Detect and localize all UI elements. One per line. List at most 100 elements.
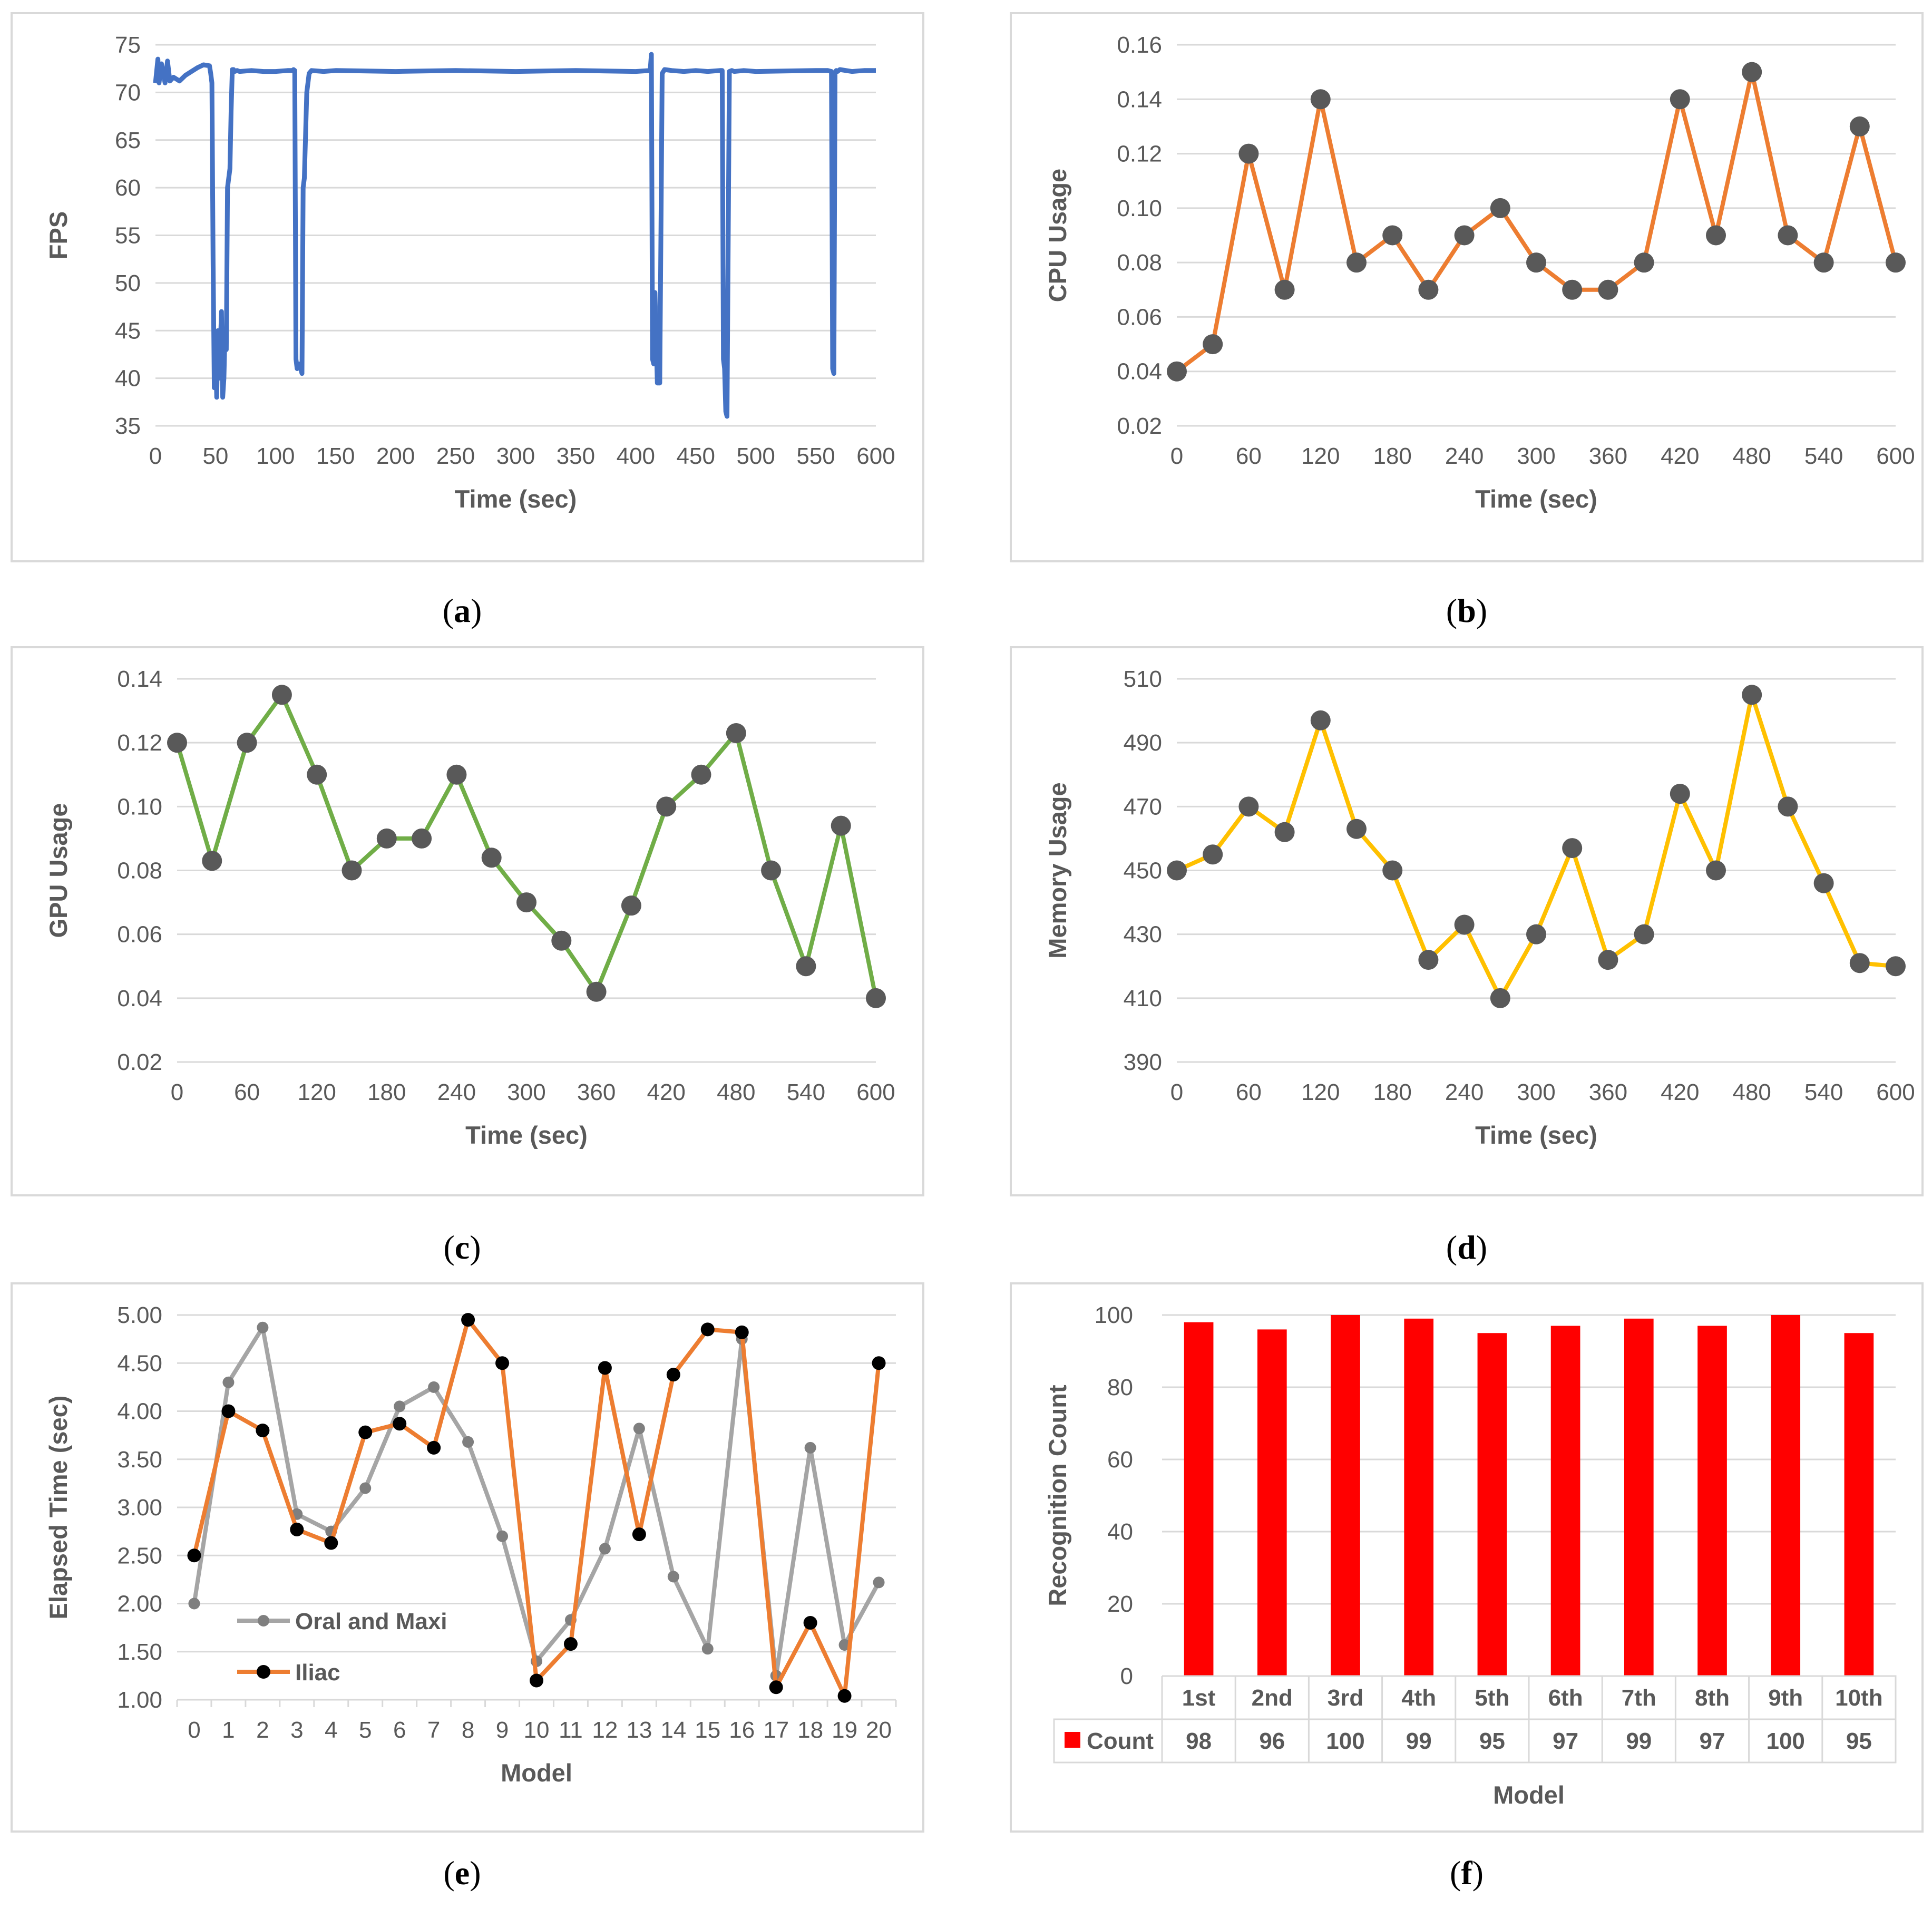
data-point [1813, 252, 1834, 273]
bar [1624, 1318, 1654, 1676]
data-point [1742, 685, 1762, 705]
x-tick-label: 500 [736, 443, 775, 469]
x-tick-label: 19 [832, 1717, 857, 1743]
x-category-label: 9th [1768, 1685, 1803, 1711]
y-tick-label: 3.00 [117, 1495, 162, 1521]
x-tick-label: 5 [359, 1717, 372, 1743]
x-tick-label: 150 [316, 443, 355, 469]
data-point [1238, 143, 1259, 164]
x-tick-label: 9 [496, 1717, 509, 1743]
chart-panel-f: (f) 0 20 40 60 80 100 1st 98 2nd 96 3rd 100 4th 99 5th 9… [1010, 1282, 1924, 1892]
y-tick-label: 450 [1124, 858, 1162, 884]
y-tick-label: 0.08 [117, 858, 162, 884]
legend-label: Iliac [295, 1660, 340, 1686]
data-point [341, 860, 362, 881]
data-point [1813, 873, 1834, 893]
legend-label: Count [1087, 1728, 1154, 1754]
bar [1550, 1326, 1580, 1676]
data-point [735, 1325, 749, 1339]
data-table-value: 100 [1326, 1728, 1364, 1754]
x-tick-label: 6 [393, 1717, 406, 1743]
data-point [632, 1527, 646, 1542]
bar [1771, 1315, 1801, 1676]
data-point [256, 1424, 270, 1437]
data-point [516, 892, 536, 913]
data-point [1310, 710, 1331, 731]
data-point [1598, 279, 1618, 300]
x-tick-label: 250 [436, 443, 475, 469]
data-point [428, 1381, 440, 1393]
data-point [831, 815, 851, 836]
y-tick-label: 45 [115, 318, 141, 344]
caption-b: (b) [1446, 592, 1487, 629]
x-tick-label: 540 [787, 1079, 825, 1105]
data-point [1849, 953, 1870, 973]
data-point [804, 1442, 816, 1454]
y-tick-label: 410 [1124, 986, 1162, 1011]
data-point [599, 1543, 611, 1555]
bar [1184, 1322, 1214, 1676]
y-axis-title: CPU Usage [1043, 169, 1071, 302]
data-point [796, 956, 816, 977]
y-tick-label: 2.50 [117, 1543, 162, 1569]
legend-swatch-marker [257, 1665, 270, 1679]
bar [1844, 1333, 1874, 1676]
x-tick-label: 2 [256, 1717, 269, 1743]
y-tick-label: 0.02 [1117, 413, 1162, 439]
data-point [412, 828, 432, 849]
data-point [1418, 950, 1439, 970]
x-category-label: 7th [1622, 1685, 1656, 1711]
y-tick-label: 0.06 [117, 922, 162, 948]
data-point [187, 1548, 201, 1563]
x-tick-label: 450 [677, 443, 715, 469]
x-tick-label: 180 [1373, 1079, 1411, 1105]
bar [1477, 1333, 1507, 1676]
data-point [621, 895, 641, 916]
x-tick-label: 120 [1301, 1079, 1340, 1105]
y-tick-label: 70 [115, 80, 141, 105]
data-table-value: 97 [1700, 1728, 1725, 1754]
data-point [359, 1482, 372, 1494]
y-axis-title: Recognition Count [1043, 1385, 1071, 1606]
data-point [1203, 844, 1223, 865]
data-point [1706, 225, 1726, 246]
x-tick-label: 18 [797, 1717, 823, 1743]
y-tick-label: 430 [1124, 922, 1162, 948]
data-table-value: 100 [1766, 1728, 1804, 1754]
data-point [551, 930, 572, 951]
y-tick-label: 0.16 [1117, 32, 1162, 58]
data-point [257, 1321, 269, 1333]
data-point [1526, 252, 1546, 273]
data-point [803, 1616, 817, 1630]
data-point [358, 1425, 373, 1439]
x-tick-label: 360 [577, 1079, 616, 1105]
x-tick-label: 20 [866, 1717, 892, 1743]
x-tick-label: 360 [1589, 443, 1627, 469]
x-tick-label: 300 [1517, 443, 1555, 469]
data-point [1490, 988, 1510, 1008]
data-point [1167, 361, 1187, 382]
x-tick-label: 540 [1804, 1079, 1843, 1105]
x-axis-title: Model [1493, 1781, 1565, 1809]
data-table-value: 95 [1846, 1728, 1872, 1754]
data-point [633, 1423, 645, 1435]
data-table-value: 99 [1626, 1728, 1652, 1754]
y-tick-label: 65 [115, 128, 141, 153]
data-point [866, 988, 886, 1008]
y-tick-label: 0.10 [1117, 196, 1162, 221]
caption-f: (f) [1450, 1854, 1484, 1892]
data-point [221, 1404, 236, 1418]
x-tick-label: 120 [297, 1079, 336, 1105]
chart-frame-c [11, 646, 924, 1196]
data-point [873, 1576, 885, 1589]
y-tick-label: 60 [1107, 1447, 1133, 1473]
data-point [394, 1400, 406, 1413]
data-point [761, 860, 782, 881]
y-tick-label: 40 [1107, 1519, 1133, 1545]
x-tick-label: 15 [695, 1717, 720, 1743]
x-tick-label: 0 [1170, 443, 1183, 469]
y-tick-label: 20 [1107, 1591, 1133, 1617]
data-point [1418, 279, 1439, 300]
x-category-label: 6th [1548, 1685, 1583, 1711]
x-tick-label: 120 [1301, 443, 1340, 469]
